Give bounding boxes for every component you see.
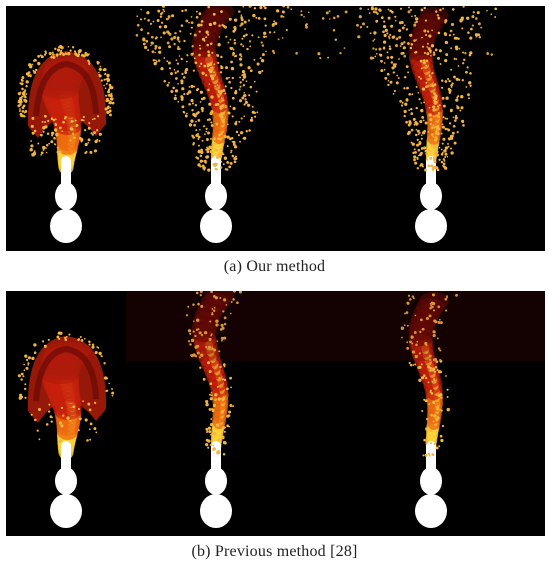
panel-our-method — [6, 6, 545, 251]
flame-frame-3 — [408, 292, 449, 528]
flame-simulation-image-b — [17, 291, 545, 528]
flame-frame-2 — [191, 6, 235, 243]
panel-previous-method — [6, 291, 545, 536]
particle-cloud — [17, 291, 545, 457]
caption-previous-method: (b) Previous method [28] — [191, 543, 358, 560]
particle-cloud — [17, 6, 498, 172]
flame-frame-1 — [27, 336, 107, 528]
flame-frame-1 — [27, 51, 107, 243]
flame-simulation-image-a — [17, 6, 498, 243]
caption-our-method: (a) Our method — [223, 258, 326, 275]
